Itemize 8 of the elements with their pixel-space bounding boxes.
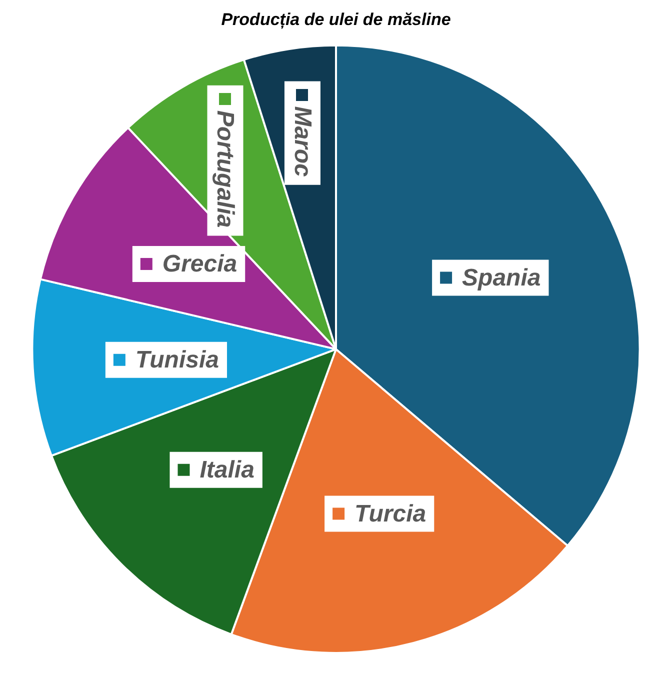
legend-label: Grecia: [162, 250, 238, 278]
legend-label: Tunisia: [135, 346, 219, 374]
slice-label: Portugalia: [212, 110, 239, 228]
legend-label: Turcia: [354, 500, 426, 528]
chart-title: Producția de ulei de măsline: [221, 10, 451, 29]
slice-label: Maroc: [288, 106, 316, 177]
legend-label: Spania: [462, 264, 541, 292]
legend-label: Italia: [200, 456, 254, 484]
